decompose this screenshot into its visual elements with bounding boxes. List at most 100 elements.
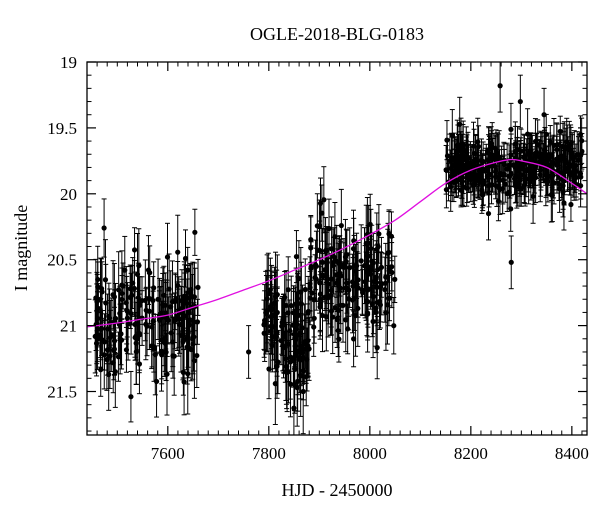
data-point: [186, 317, 193, 324]
data-point: [451, 162, 457, 168]
data-point: [194, 352, 200, 359]
data-point: [388, 233, 395, 239]
data-point: [176, 321, 183, 328]
data-point: [319, 312, 326, 319]
data-point: [491, 152, 497, 158]
data-point: [265, 291, 271, 297]
data-point: [370, 293, 377, 300]
data-point: [128, 394, 134, 400]
data-point: [530, 193, 536, 200]
data-point: [185, 267, 191, 273]
data-point: [134, 271, 141, 277]
data-point: [293, 253, 300, 260]
data-point: [307, 295, 313, 301]
x-tick-label: 7800: [252, 444, 286, 463]
data-point: [291, 381, 297, 388]
data-point: [573, 162, 579, 169]
data-point: [317, 200, 324, 206]
data-point: [345, 326, 351, 332]
y-axis: 19 19.5 20 20.5 21 21.5: [47, 53, 587, 432]
data-point: [298, 346, 304, 353]
data-point: [561, 145, 567, 151]
data-point: [271, 334, 277, 340]
y-tick-label: 21: [60, 317, 77, 336]
data-point: [382, 287, 388, 293]
data-point: [108, 332, 114, 338]
data-point: [467, 171, 473, 177]
data-point: [190, 336, 196, 342]
data-point: [493, 146, 499, 152]
data-point: [311, 297, 317, 303]
data-point: [485, 210, 492, 217]
model-curve: [87, 158, 587, 328]
data-point: [301, 341, 307, 347]
data-point: [151, 346, 157, 352]
data-point: [497, 170, 503, 177]
data-point: [180, 332, 186, 338]
data-point: [389, 269, 395, 276]
data-point: [577, 152, 583, 159]
data-point: [534, 153, 540, 159]
y-tick-label: 19: [60, 53, 77, 72]
data-point: [335, 327, 341, 334]
data-point: [467, 160, 474, 166]
data-point: [308, 265, 314, 272]
data-point: [182, 255, 189, 262]
data-point: [537, 172, 543, 178]
data-point: [183, 335, 190, 341]
data-point: [572, 173, 578, 179]
data-point: [323, 267, 329, 273]
data-point: [268, 314, 274, 320]
data-point: [382, 280, 389, 286]
data-point: [185, 371, 191, 377]
data-point: [392, 276, 398, 282]
data-point: [358, 258, 364, 264]
data-point: [298, 289, 304, 295]
data-point: [163, 349, 169, 355]
data-point: [159, 352, 165, 358]
data-point: [303, 374, 309, 380]
data-point: [313, 276, 319, 282]
data-point: [557, 128, 563, 134]
data-point: [454, 142, 460, 148]
x-tick-label: 8200: [454, 444, 488, 463]
data-point: [551, 180, 557, 186]
data-point: [298, 301, 304, 307]
data-point: [520, 166, 526, 172]
data-point: [122, 267, 128, 273]
data-point: [471, 150, 477, 157]
data-point: [368, 264, 374, 270]
data-point: [334, 272, 340, 278]
data-point: [508, 259, 514, 265]
data-point: [504, 166, 510, 172]
data-point: [326, 281, 332, 287]
data-point: [351, 263, 357, 269]
data-point: [569, 152, 575, 159]
data-point: [349, 297, 356, 303]
data-point: [352, 313, 359, 319]
data-point: [176, 316, 182, 322]
data-point: [142, 297, 148, 303]
data-point: [172, 316, 178, 323]
data-point: [541, 112, 547, 118]
data-point: [279, 323, 285, 329]
data-point: [361, 263, 368, 269]
data-point: [386, 295, 392, 301]
plot-frame: [86, 61, 588, 436]
data-point: [181, 379, 187, 385]
data-point: [168, 304, 174, 310]
data-point: [186, 345, 192, 351]
data-point: [103, 300, 109, 306]
data-point: [373, 309, 379, 315]
data-point: [378, 264, 385, 270]
data-point: [98, 285, 105, 292]
data-point: [131, 247, 138, 253]
data-point: [94, 334, 100, 340]
model-layer: [87, 158, 587, 328]
data-point: [111, 347, 117, 353]
data-point: [124, 315, 131, 321]
data-point: [470, 182, 476, 188]
data-point: [312, 262, 319, 268]
data-point: [302, 286, 308, 293]
data-point: [246, 349, 252, 355]
